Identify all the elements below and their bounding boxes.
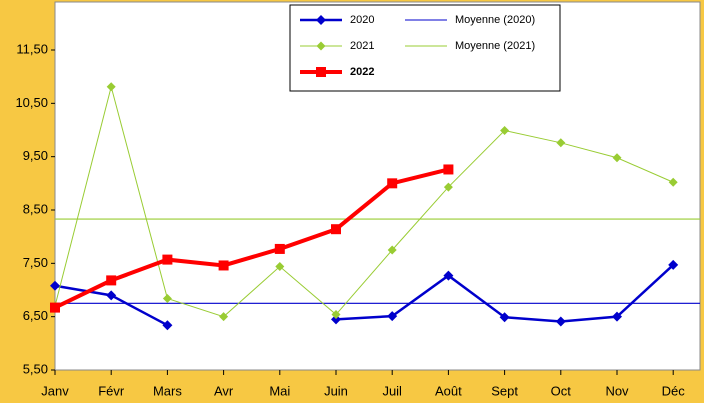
x-tick-label: Janv	[41, 383, 69, 398]
marker	[387, 245, 397, 255]
marker	[443, 270, 454, 281]
marker	[555, 316, 566, 327]
marker	[218, 260, 229, 271]
y-tick-label: 8,50	[23, 201, 48, 216]
legend-label: 2021	[350, 40, 374, 52]
legend: 2020 Moyenne (2020) 2021 Moyenne (2021) 2022	[289, 4, 561, 92]
marker	[443, 182, 453, 192]
marker	[106, 290, 117, 301]
marker	[50, 280, 60, 291]
marker	[162, 254, 173, 265]
marker	[500, 126, 510, 136]
marker	[275, 262, 285, 272]
marker	[331, 224, 341, 235]
marker	[316, 67, 326, 77]
x-tick-label: Mars	[153, 383, 182, 398]
marker	[443, 164, 454, 175]
marker	[316, 15, 326, 25]
marker	[106, 82, 116, 92]
y-tick-label: 6,50	[23, 308, 48, 323]
marker	[162, 320, 173, 331]
marker	[50, 302, 60, 313]
y-tick-label: 7,50	[23, 255, 48, 270]
marker	[387, 178, 398, 189]
marker	[612, 311, 622, 322]
marker	[106, 275, 117, 286]
x-tick-label: Oct	[551, 383, 572, 398]
legend-label: 2020	[350, 14, 374, 26]
x-tick-label: Mai	[269, 383, 290, 398]
x-tick-label: Déc	[662, 383, 686, 398]
marker	[612, 153, 622, 163]
marker	[316, 41, 326, 51]
marker	[387, 311, 398, 322]
x-tick-label: Sept	[491, 383, 518, 398]
legend-label: Moyenne (2020)	[455, 14, 535, 26]
marker	[331, 310, 341, 320]
legend-label: 2022	[350, 66, 374, 78]
marker	[668, 177, 678, 187]
x-tick-label: Juin	[324, 383, 348, 398]
marker	[274, 243, 285, 254]
x-tick-label: Juil	[382, 383, 402, 398]
y-tick-label: 11,50	[16, 41, 48, 56]
x-tick-label: Août	[435, 383, 462, 398]
y-tick-label: 9,50	[23, 148, 48, 163]
x-tick-label: Févr	[98, 383, 125, 398]
marker	[219, 312, 229, 322]
marker	[668, 259, 679, 270]
legend-label: Moyenne (2021)	[455, 40, 535, 52]
y-tick-label: 5,50	[23, 361, 48, 376]
x-tick-label: Avr	[214, 383, 234, 398]
marker	[556, 138, 566, 148]
y-tick-label: 10,50	[15, 95, 48, 110]
series-line	[54, 167, 449, 310]
marker	[331, 314, 341, 325]
x-tick-label: Nov	[605, 383, 629, 398]
marker	[162, 294, 172, 304]
marker	[499, 312, 510, 323]
